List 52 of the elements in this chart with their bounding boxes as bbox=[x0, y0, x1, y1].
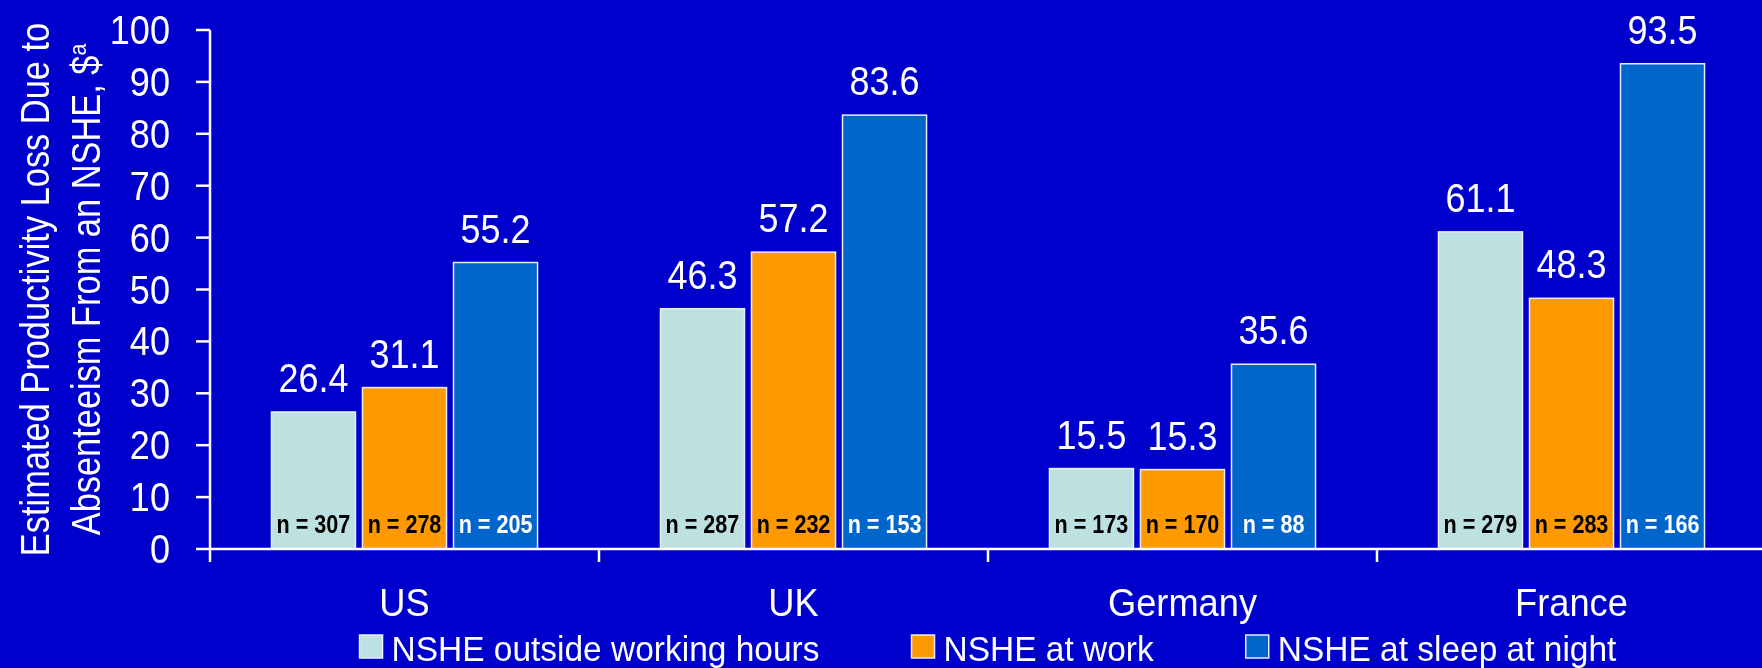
data-label: 31.1 bbox=[369, 331, 440, 376]
bar bbox=[1437, 231, 1524, 550]
x-tick-label: UK bbox=[768, 580, 819, 625]
y-tick-label: 20 bbox=[129, 422, 170, 468]
data-label: 35.6 bbox=[1238, 308, 1309, 353]
data-label: 55.2 bbox=[460, 206, 531, 251]
legend-label: NSHE outside working hours bbox=[391, 628, 820, 668]
annotation: n = 287 bbox=[665, 509, 740, 539]
bar bbox=[1619, 62, 1706, 550]
data-label: 93.5 bbox=[1627, 7, 1698, 53]
bar bbox=[270, 411, 357, 550]
x-tick-label: France bbox=[1515, 580, 1628, 625]
annotation: n = 153 bbox=[847, 509, 922, 539]
legend-label: NSHE at sleep at night bbox=[1277, 628, 1617, 668]
data-label: 46.3 bbox=[667, 252, 738, 298]
annotation: n = 232 bbox=[756, 509, 831, 539]
data-label: 15.5 bbox=[1056, 412, 1127, 457]
y-tick-label: 80 bbox=[129, 110, 170, 157]
bar bbox=[750, 251, 837, 550]
data-label: 83.6 bbox=[849, 59, 920, 104]
data-label: 26.4 bbox=[278, 356, 349, 401]
y-tick-label: 30 bbox=[129, 370, 170, 416]
y-tick-label: 60 bbox=[129, 214, 170, 261]
bar bbox=[452, 261, 539, 550]
annotation: n = 173 bbox=[1054, 509, 1129, 539]
annotation: n = 307 bbox=[276, 509, 351, 539]
y-tick-label: 40 bbox=[129, 318, 170, 364]
y-tick-label: 10 bbox=[129, 473, 170, 520]
data-label: 15.3 bbox=[1147, 413, 1218, 458]
bar bbox=[361, 386, 448, 550]
annotation: n = 88 bbox=[1242, 509, 1305, 539]
bar bbox=[1230, 363, 1317, 550]
legend-label: NSHE at work bbox=[943, 628, 1155, 668]
y-tick-label: 50 bbox=[129, 266, 170, 312]
annotation: n = 279 bbox=[1443, 509, 1518, 539]
y-tick-label: 70 bbox=[129, 162, 170, 209]
data-label: 61.1 bbox=[1445, 176, 1516, 221]
x-tick-label: US bbox=[379, 580, 430, 625]
y-tick-label: 0 bbox=[149, 525, 170, 572]
bar bbox=[659, 307, 746, 550]
bar bbox=[841, 114, 928, 550]
annotation: n = 205 bbox=[458, 509, 533, 539]
annotation: n = 283 bbox=[1534, 509, 1609, 539]
bar bbox=[1528, 297, 1615, 550]
x-tick-label: Germany bbox=[1107, 580, 1258, 625]
y-tick-label: 90 bbox=[129, 58, 170, 105]
annotation: n = 170 bbox=[1145, 509, 1220, 539]
annotation: n = 166 bbox=[1625, 509, 1700, 539]
y-tick-label: 100 bbox=[109, 6, 170, 53]
data-label: 57.2 bbox=[758, 196, 829, 241]
annotation: n = 278 bbox=[367, 509, 442, 539]
data-label: 48.3 bbox=[1536, 242, 1607, 287]
